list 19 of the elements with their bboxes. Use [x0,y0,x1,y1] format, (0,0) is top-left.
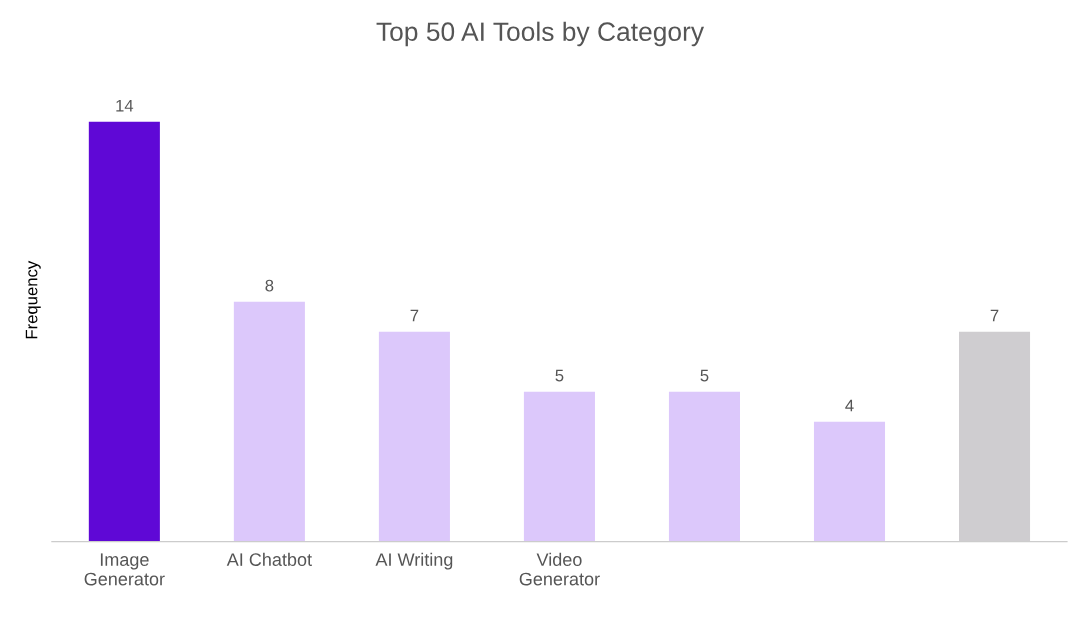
data-label: 14 [116,99,134,112]
data-label: 7 [410,309,419,322]
y-axis-title: Frequency [25,260,41,339]
data-label: 8 [265,279,274,292]
data-label: 5 [555,369,564,382]
bar [378,331,450,542]
bar [813,421,886,542]
bar [668,391,740,542]
x-tick-label: AI Chatbot [226,552,312,566]
x-tick-label: Video Generator [519,552,600,586]
bar [88,121,160,542]
data-label: 4 [845,399,854,412]
chart-title: Top 50 AI Tools by Category [376,21,705,47]
data-label: 7 [990,309,999,322]
bar [233,301,305,542]
data-label: 5 [700,369,709,382]
x-tick-label: AI Writing [375,552,453,570]
bar [523,391,595,542]
x-tick-label: Image Generator [84,553,165,586]
